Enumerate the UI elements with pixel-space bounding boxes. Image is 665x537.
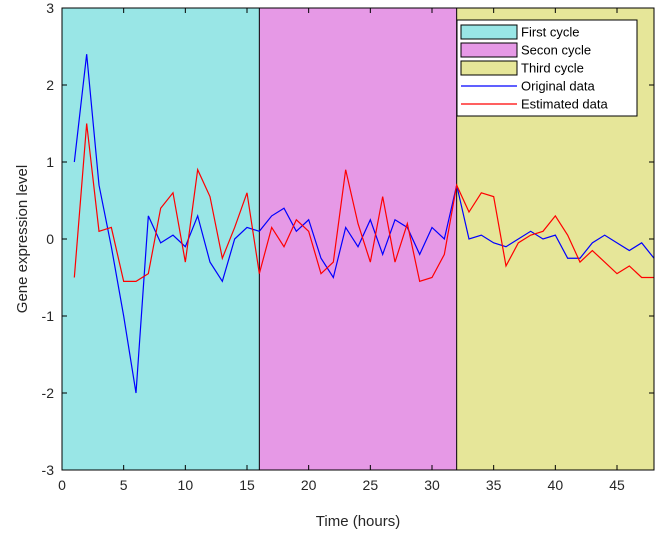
x-tick-label: 20	[301, 477, 317, 493]
x-tick-label: 40	[548, 477, 564, 493]
y-tick-label: -1	[42, 308, 55, 324]
legend-label-secon-cycle: Secon cycle	[521, 43, 591, 58]
legend-label-third-cycle: Third cycle	[521, 61, 584, 76]
legend-label-first-cycle: First cycle	[521, 25, 580, 40]
x-axis: 0 5 10 15 20 25 30 35 40 45	[58, 8, 625, 493]
x-tick-label: 25	[363, 477, 379, 493]
x-tick-label: 45	[609, 477, 625, 493]
y-tick-label: -3	[42, 462, 55, 478]
x-tick-label: 15	[239, 477, 255, 493]
legend-swatch-third-cycle	[460, 60, 518, 76]
y-tick-label: 3	[46, 0, 54, 16]
x-tick-label: 35	[486, 477, 502, 493]
x-tick-label: 10	[178, 477, 194, 493]
region-secon-cycle	[259, 8, 457, 470]
y-tick-label: -2	[42, 385, 55, 401]
x-axis-title: Time (hours)	[316, 513, 400, 530]
y-tick-label: 0	[46, 231, 54, 247]
legend-swatch-first-cycle	[460, 24, 518, 40]
x-tick-label: 0	[58, 477, 66, 493]
legend: First cycle Secon cycle Third cycle Origina…	[456, 19, 638, 117]
legend-label-estimated-data: Estimated data	[521, 97, 608, 112]
data-series	[73, 54, 655, 394]
region-first-cycle	[62, 8, 260, 470]
x-tick-label: 30	[424, 477, 440, 493]
x-tick-label: 5	[120, 477, 128, 493]
y-tick-label: 2	[46, 77, 54, 93]
series-line-estimated-data	[73, 123, 654, 283]
y-tick-label: 1	[46, 154, 54, 170]
legend-swatch-secon-cycle	[460, 42, 518, 58]
series-line-original-data	[73, 54, 655, 394]
legend-label-original-data: Original data	[521, 79, 595, 94]
y-axis-title: Gene expression level	[14, 165, 31, 313]
y-axis: -3 -2 -1 0 1 2 3	[42, 0, 654, 478]
